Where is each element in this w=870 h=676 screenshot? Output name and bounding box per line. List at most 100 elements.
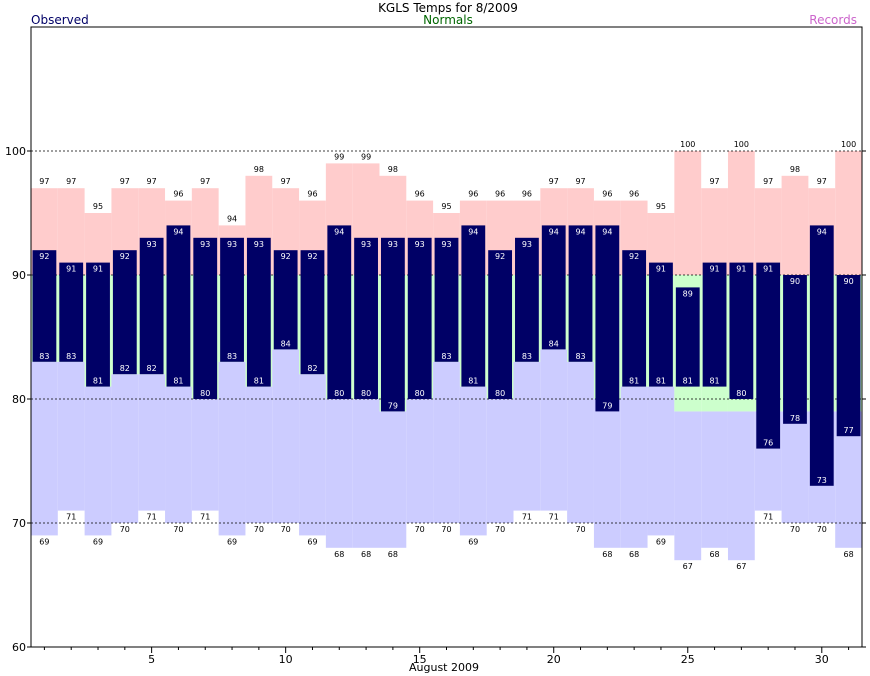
record-high-bar (727, 151, 755, 275)
record-low-label: 67 (736, 562, 746, 571)
record-high-label: 98 (388, 165, 398, 174)
record-high-label: 96 (629, 190, 639, 199)
record-high-bar (674, 151, 702, 275)
record-low-bar (620, 386, 648, 548)
observed-bar (59, 262, 84, 362)
record-high-bar (754, 188, 782, 275)
record-low-bar (459, 386, 487, 536)
observed-high-label: 94 (575, 227, 585, 236)
x-tick-label: 20 (547, 653, 561, 666)
record-low-label: 68 (334, 550, 344, 559)
record-low-label: 71 (763, 513, 773, 522)
x-tick-label: 10 (279, 653, 293, 666)
record-low-label: 70 (254, 525, 264, 534)
observed-bar (461, 225, 486, 387)
legend-observed: Observed (31, 13, 89, 27)
record-low-label: 70 (495, 525, 505, 534)
observed-high-label: 92 (120, 252, 130, 261)
observed-bar (675, 287, 700, 387)
observed-bar (595, 225, 620, 412)
record-low-label: 71 (66, 513, 76, 522)
observed-low-label: 82 (307, 364, 317, 373)
x-tick-label: 5 (148, 653, 155, 666)
record-low-label: 69 (656, 537, 666, 546)
observed-high-label: 93 (254, 240, 264, 249)
record-low-bar (781, 411, 809, 523)
observed-high-label: 93 (227, 240, 237, 249)
observed-high-label: 92 (629, 252, 639, 261)
record-high-bar (781, 175, 809, 275)
record-low-label: 69 (227, 537, 237, 546)
record-high-label: 100 (734, 140, 749, 149)
observed-low-label: 81 (468, 377, 478, 386)
record-low-label: 70 (120, 525, 130, 534)
record-low-label: 69 (39, 537, 49, 546)
observed-low-label: 81 (629, 377, 639, 386)
observed-high-label: 91 (66, 265, 76, 274)
record-low-label: 69 (468, 537, 478, 546)
record-low-bar (31, 361, 58, 536)
observed-low-label: 80 (200, 389, 210, 398)
record-low-label: 70 (817, 525, 827, 534)
record-high-label: 94 (227, 214, 237, 223)
record-high-label: 98 (790, 165, 800, 174)
observed-low-label: 83 (39, 352, 49, 361)
observed-bar (515, 237, 539, 362)
record-low-bar (486, 399, 514, 523)
record-high-bar (701, 188, 728, 275)
observed-low-label: 83 (227, 352, 237, 361)
record-high-label: 99 (334, 152, 344, 161)
record-low-label: 68 (361, 550, 371, 559)
record-high-label: 98 (254, 165, 264, 174)
y-tick-label: 90 (12, 269, 26, 282)
x-tick-label: 25 (681, 653, 695, 666)
observed-bar (649, 262, 673, 387)
observed-bar (702, 262, 727, 387)
observed-bar (193, 237, 218, 399)
record-low-bar (433, 361, 460, 523)
observed-high-label: 91 (763, 265, 773, 274)
observed-bar (407, 237, 432, 399)
record-high-label: 95 (441, 202, 451, 211)
record-low-label: 71 (147, 513, 157, 522)
record-low-bar (165, 386, 192, 523)
observed-low-label: 83 (575, 352, 585, 361)
observed-low-label: 82 (120, 364, 130, 373)
observed-bar (86, 262, 110, 387)
record-low-label: 68 (844, 550, 854, 559)
record-high-label: 97 (763, 177, 773, 186)
observed-low-label: 84 (549, 339, 559, 348)
record-low-label: 67 (683, 562, 693, 571)
observed-low-label: 81 (656, 377, 666, 386)
x-axis-label: August 2009 (409, 661, 479, 674)
observed-high-label: 91 (709, 265, 719, 274)
record-low-bar (325, 399, 353, 548)
record-high-label: 96 (173, 190, 183, 199)
observed-bar (836, 275, 861, 437)
record-high-bar (835, 151, 862, 275)
record-high-label: 97 (200, 177, 210, 186)
observed-low-label: 81 (683, 377, 693, 386)
observed-low-label: 80 (415, 389, 425, 398)
record-low-bar (84, 386, 112, 536)
observed-low-label: 79 (388, 401, 398, 410)
observed-low-label: 83 (522, 352, 532, 361)
observed-high-label: 94 (173, 227, 183, 236)
record-low-bar (218, 361, 246, 536)
observed-bar (380, 237, 405, 412)
record-low-label: 69 (93, 537, 103, 546)
record-low-bar (674, 411, 702, 561)
observed-bar (354, 237, 378, 399)
observed-high-label: 93 (415, 240, 425, 249)
record-high-label: 96 (602, 190, 612, 199)
observed-high-label: 92 (39, 252, 49, 261)
observed-low-label: 78 (790, 414, 800, 423)
observed-bar (139, 237, 164, 375)
observed-low-label: 81 (93, 377, 103, 386)
record-low-bar (111, 374, 139, 523)
record-high-label: 100 (841, 140, 856, 149)
observed-bar (32, 250, 57, 362)
record-low-label: 71 (549, 513, 559, 522)
record-low-label: 70 (790, 525, 800, 534)
